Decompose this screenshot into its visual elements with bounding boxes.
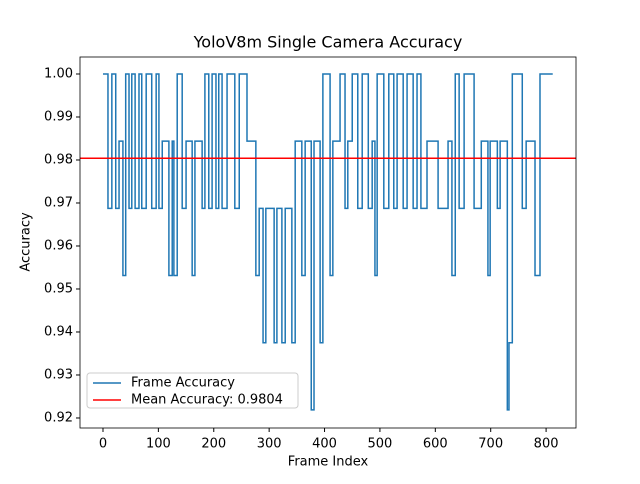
- axes-frame: [79, 56, 577, 429]
- legend-box: [86, 372, 299, 409]
- x-tick-label: 500: [368, 437, 393, 452]
- x-tick-label: 300: [257, 437, 282, 452]
- y-axis-label: Accuracy: [19, 212, 34, 272]
- y-tick-label: 0.96: [44, 238, 73, 253]
- y-tick-label: 1.00: [44, 66, 73, 81]
- x-tick-label: 800: [534, 437, 559, 452]
- legend-label: Frame Accuracy: [131, 376, 235, 391]
- x-tick-label: 100: [146, 437, 171, 452]
- y-tick-label: 0.95: [44, 281, 73, 296]
- x-tick-label: 400: [312, 437, 337, 452]
- x-tick-label: 0: [99, 437, 107, 452]
- y-tick-label: 0.98: [44, 152, 73, 167]
- x-tick-label: 600: [423, 437, 448, 452]
- y-tick-label: 0.93: [44, 367, 73, 382]
- x-axis-label: Frame Index: [288, 455, 369, 470]
- y-tick-label: 0.97: [44, 195, 73, 210]
- line-series: [102, 73, 553, 411]
- y-tick-label: 0.94: [44, 324, 73, 339]
- chart-title: YoloV8m Single Camera Accuracy: [193, 33, 463, 52]
- y-tick-label: 0.92: [44, 410, 73, 425]
- legend-label: Mean Accuracy: 0.9804: [131, 393, 283, 408]
- x-tick-label: 700: [478, 437, 503, 452]
- x-tick-label: 200: [201, 437, 226, 452]
- y-tick-label: 0.99: [44, 109, 73, 124]
